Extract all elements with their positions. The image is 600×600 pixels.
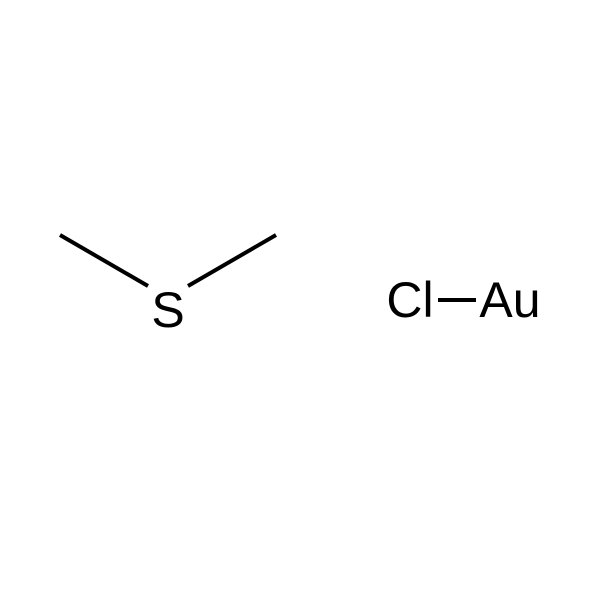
atom-s: S [151,282,184,338]
bond-c1-s [60,235,148,286]
atom-au: Au [479,272,540,328]
chemical-structure-diagram: S Cl Au [0,0,600,600]
atom-cl: Cl [386,272,433,328]
bond-s-c2 [188,235,276,286]
